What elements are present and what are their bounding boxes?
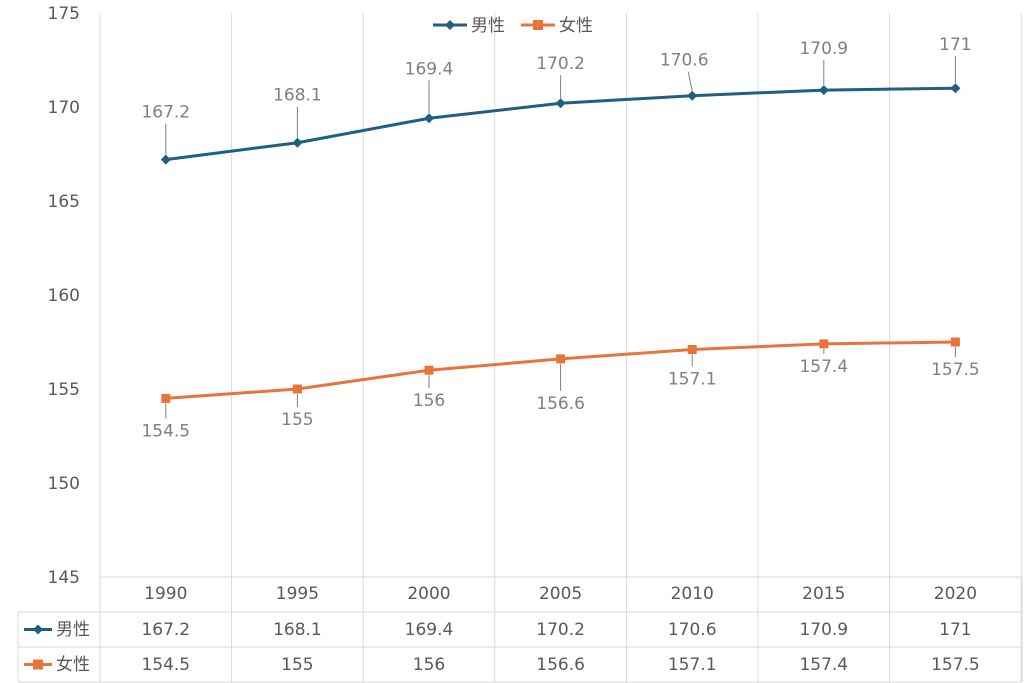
legend-label: 女性	[559, 16, 593, 36]
legend-marker	[445, 20, 455, 30]
table-legend-marker	[33, 624, 43, 635]
table-cell: 168.1	[273, 620, 322, 640]
table-cell: 157.4	[799, 655, 848, 675]
y-tick-label: 175	[48, 4, 80, 24]
data-label: 154.5	[141, 421, 190, 441]
table-cell: 154.5	[141, 655, 190, 675]
table-row-label: 女性	[56, 655, 90, 675]
leader-line	[687, 71, 693, 91]
y-tick-label: 155	[48, 380, 80, 400]
data-table: 1990 1995 2000 2005 2010 2015 2020 男性 167.2 168.1…	[17, 576, 1023, 683]
legend-marker	[533, 20, 543, 30]
table-cell: 170.9	[799, 620, 848, 640]
data-point	[687, 90, 698, 101]
y-tick-label: 150	[48, 474, 80, 494]
x-tick-label: 2020	[934, 584, 977, 604]
data-label: 156.6	[536, 394, 585, 414]
table-cell: 171	[939, 620, 971, 640]
y-tick-label: 165	[48, 192, 80, 212]
data-label: 170.2	[536, 54, 585, 74]
data-label: 156	[413, 391, 445, 411]
series-1	[161, 337, 960, 403]
x-tick-label: 1990	[144, 584, 187, 604]
data-label: 155	[281, 410, 313, 430]
data-point	[160, 154, 171, 165]
data-label: 157.5	[931, 360, 980, 380]
table-cell: 169.4	[405, 620, 454, 640]
x-tick-label: 2015	[802, 584, 845, 604]
x-tick-label: 2000	[407, 584, 450, 604]
data-point	[424, 365, 434, 375]
legend: 男性 女性	[433, 16, 593, 36]
data-label: 170.6	[660, 51, 709, 71]
data-label: 168.1	[273, 86, 322, 106]
data-labels: 167.2 168.1 169.4 170.2 170.6 170.9 171 154.5 15…	[141, 35, 979, 441]
data-label: 171	[939, 35, 971, 55]
data-label: 157.1	[668, 370, 717, 390]
data-point	[424, 113, 434, 124]
x-tick-label: 2010	[671, 584, 714, 604]
data-point	[818, 85, 829, 96]
table-row-label: 男性	[56, 620, 90, 640]
x-tick-label: 2005	[539, 584, 582, 604]
x-tick-label: 1995	[276, 584, 319, 604]
table-cell: 155	[281, 655, 313, 675]
data-point	[687, 345, 697, 355]
data-label: 157.4	[799, 357, 848, 377]
y-tick-label: 160	[48, 286, 80, 306]
table-cell: 156.6	[536, 655, 585, 675]
data-point	[950, 83, 961, 94]
data-point	[556, 354, 566, 364]
data-point	[292, 137, 303, 148]
data-label: 167.2	[141, 103, 190, 123]
series-layer	[160, 83, 961, 403]
table-cell: 170.6	[668, 620, 717, 640]
table-cell: 157.1	[668, 655, 717, 675]
series-0	[160, 83, 961, 165]
legend-item: 女性	[521, 16, 593, 36]
legend-label: 男性	[471, 16, 505, 36]
table-cell: 156	[413, 655, 445, 675]
data-point	[161, 393, 171, 403]
y-tick-label: 170	[48, 98, 80, 118]
data-label: 170.9	[799, 39, 848, 59]
data-point	[555, 98, 566, 109]
table-cell: 167.2	[141, 620, 190, 640]
data-label: 169.4	[405, 59, 454, 79]
gridlines	[99, 13, 1022, 682]
data-point	[819, 339, 829, 349]
table-legend-marker	[33, 659, 43, 670]
data-point	[292, 384, 302, 394]
table-cell: 170.2	[536, 620, 585, 640]
legend-item: 男性	[433, 16, 505, 36]
y-axis: 145 150 155 160 165 170 175	[48, 4, 80, 588]
y-tick-label: 145	[48, 568, 80, 588]
data-point	[950, 337, 960, 347]
table-cell: 157.5	[931, 655, 980, 675]
